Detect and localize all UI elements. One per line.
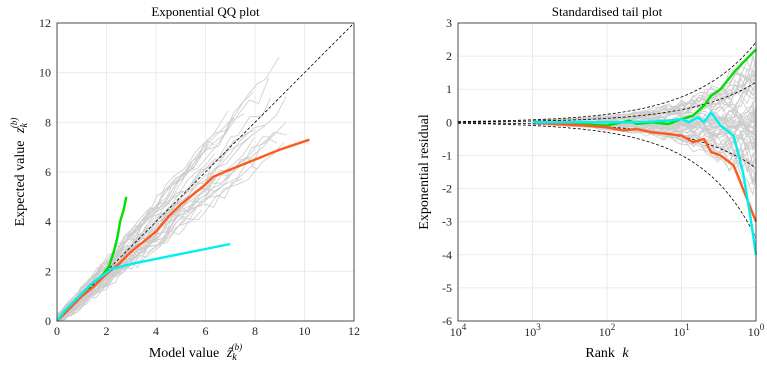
y-tick-label: -4 xyxy=(442,248,452,262)
y-axis-label-text: Expected value xyxy=(13,137,28,226)
x-axis-label: Rank k xyxy=(585,346,629,361)
x-tick-base: 10 xyxy=(524,325,536,339)
y-axis-label-sub: k xyxy=(19,123,30,128)
y-tick-label: 2 xyxy=(45,264,51,278)
x-tick-base: 10 xyxy=(599,325,611,339)
x-tick-label: 104 xyxy=(450,322,467,339)
x-tick-label: 4 xyxy=(153,324,159,338)
y-tick-label: 1 xyxy=(446,82,452,96)
y-tick-label: -1 xyxy=(442,148,452,162)
axes-box xyxy=(56,22,355,322)
y-tick-label: 0 xyxy=(45,314,51,328)
series-line xyxy=(532,111,758,255)
background-series-line xyxy=(56,77,270,322)
x-tick-label: 12 xyxy=(348,324,360,338)
axes-box xyxy=(457,22,757,322)
y-tick-label: 0 xyxy=(446,115,452,129)
x-tick-exponent: 4 xyxy=(462,322,467,332)
x-tick-label: 2 xyxy=(104,324,110,338)
x-axis-label-text: Model value xyxy=(149,346,223,361)
qq-plot-panel: 0 2 4 6 8 10 12 0 2 4 6 8 10 12 Exponential QQ plot Mod… xyxy=(9,4,360,363)
chart-title: Standardised tail plot xyxy=(552,4,663,19)
series-line xyxy=(532,121,758,223)
background-series-line xyxy=(532,123,757,197)
x-tick-label: 101 xyxy=(673,322,690,339)
x-axis-label-symbol: ẑ xyxy=(226,346,233,361)
envelope-line xyxy=(458,41,757,122)
series-line xyxy=(56,138,310,322)
y-tick-label: 10 xyxy=(39,66,51,80)
x-tick-label: 10 xyxy=(299,324,311,338)
background-series-line xyxy=(56,235,162,319)
x-tick-base: 10 xyxy=(450,325,462,339)
x-tick-base: 10 xyxy=(748,325,760,339)
y-tick-label: -5 xyxy=(442,281,452,295)
y-tick-label: 2 xyxy=(446,49,452,63)
x-axis-label-symbol: k xyxy=(622,346,629,361)
y-tick-label: 12 xyxy=(39,16,51,30)
y-axis-label: Exponential residual xyxy=(417,114,432,230)
x-tick-label: 0 xyxy=(54,324,60,338)
y-axis-label-symbol: z xyxy=(13,127,28,134)
background-series-line xyxy=(56,161,193,321)
background-series-line xyxy=(56,133,248,322)
series-line xyxy=(56,242,231,322)
x-tick-exponent: 2 xyxy=(611,322,616,332)
x-tick-label: 100 xyxy=(748,322,765,339)
x-tick-exponent: 1 xyxy=(685,322,690,332)
y-axis-label: Expected value zk(b) xyxy=(9,118,30,227)
envelope-line xyxy=(457,122,757,239)
y-tick-label: 8 xyxy=(45,115,51,129)
y-tick-label: 4 xyxy=(45,215,51,229)
x-tick-label: 6 xyxy=(203,324,209,338)
x-axis-label-text: Rank xyxy=(585,346,618,361)
y-tick-label: -6 xyxy=(442,314,452,328)
background-series-line xyxy=(56,186,222,322)
x-tick-exponent: 3 xyxy=(536,322,541,332)
background-series-line xyxy=(56,247,122,322)
y-tick-label: -3 xyxy=(442,215,452,229)
y-tick-label: 3 xyxy=(446,16,452,30)
x-axis-label-sup: (b) xyxy=(232,342,243,352)
x-tick-exponent: 0 xyxy=(760,322,765,332)
background-series-line xyxy=(56,153,215,316)
x-axis-label-sub: k xyxy=(232,352,237,363)
y-tick-label: 6 xyxy=(45,165,51,179)
x-tick-label: 8 xyxy=(252,324,258,338)
chart-title: Exponential QQ plot xyxy=(151,4,260,19)
x-tick-label: 102 xyxy=(599,322,616,339)
x-tick-label: 103 xyxy=(524,322,541,339)
y-tick-label: -2 xyxy=(442,182,452,196)
y-axis-label-sup: (b) xyxy=(9,118,19,129)
x-axis-label: Model value ẑk(b) xyxy=(149,342,242,363)
background-series-line xyxy=(532,71,757,122)
envelope-line xyxy=(458,81,757,123)
x-tick-base: 10 xyxy=(673,325,685,339)
